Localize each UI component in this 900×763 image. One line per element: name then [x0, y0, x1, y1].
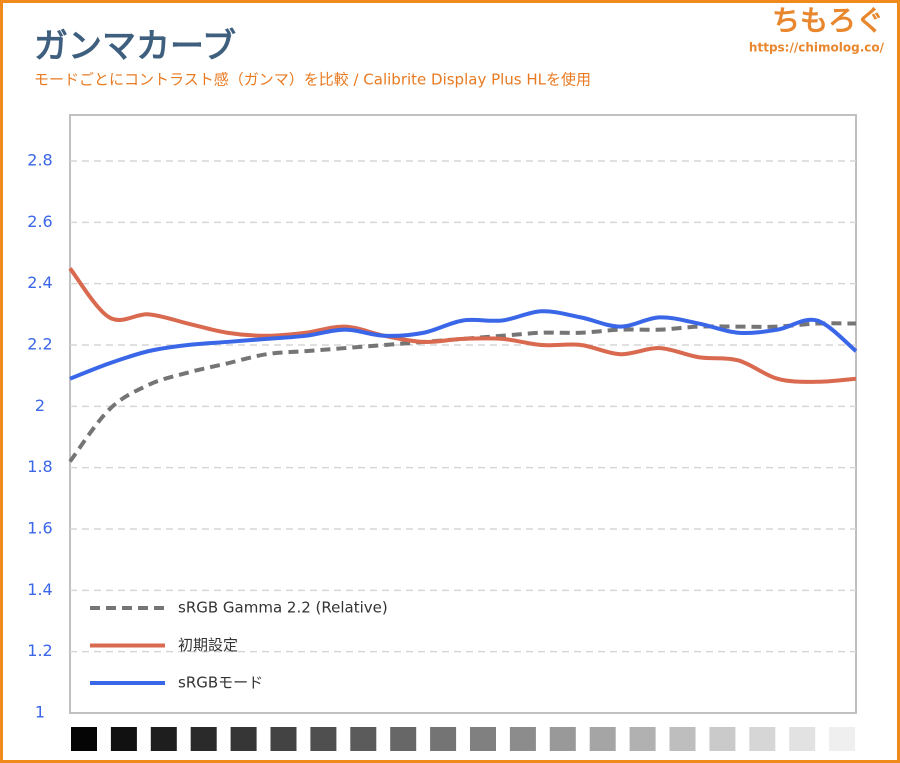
logo: ちもろぐ: [772, 4, 884, 37]
gray-patch: [470, 727, 496, 751]
gray-patch: [270, 727, 297, 751]
gray-patch: [430, 727, 457, 751]
series-line: [68, 267, 857, 384]
y-tick-label: 2.4: [27, 273, 52, 292]
gray-patch: [110, 727, 137, 751]
y-tick-label: 2.6: [27, 212, 52, 231]
gray-patch: [629, 727, 656, 751]
gray-patch: [350, 727, 377, 751]
y-tick-label: 1.4: [27, 580, 52, 599]
y-tick-label: 2.2: [27, 335, 52, 354]
series-line: [69, 309, 858, 381]
plot-border: [69, 114, 857, 714]
gray-patch: [390, 727, 417, 751]
gray-patch: [589, 727, 616, 751]
y-tick-label: 2.8: [27, 151, 52, 170]
y-tick-label: 1.8: [27, 457, 52, 476]
legend-label: sRGB Gamma 2.2 (Relative): [178, 599, 388, 617]
gray-patch: [150, 727, 177, 751]
y-tick-label: 1.2: [27, 641, 52, 660]
gray-patch: [310, 727, 337, 751]
gray-patch: [71, 727, 97, 751]
chart-subtitle: モードごとにコントラスト感（ガンマ）を比較 / Calibrite Displa…: [34, 71, 591, 89]
gray-patch: [829, 727, 856, 751]
legend-label: sRGBモード: [178, 674, 263, 692]
y-tick-label: 1: [35, 703, 45, 722]
y-tick-label: 2: [35, 396, 45, 415]
gray-patch: [749, 727, 776, 751]
chart-title: ガンマカーブ: [34, 27, 236, 67]
gray-patch: [709, 727, 736, 751]
gray-patch: [509, 727, 536, 751]
gray-patch: [230, 727, 257, 751]
series-line: [68, 321, 857, 463]
y-tick-label: 1.6: [27, 519, 52, 538]
gray-patch: [549, 727, 576, 751]
legend-label: 初期設定: [178, 636, 238, 654]
gray-patch: [669, 727, 696, 751]
logo-url: https://chimolog.co/: [749, 41, 885, 55]
gray-patch: [789, 727, 816, 751]
gray-patch: [190, 727, 217, 751]
